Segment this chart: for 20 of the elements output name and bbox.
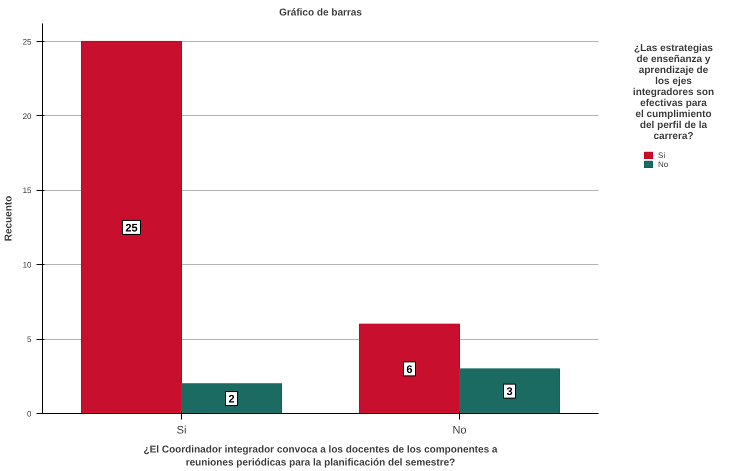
y-axis-title: Recuento — [4, 196, 15, 242]
legend-label: No — [658, 160, 670, 169]
y-tick-label: 5 — [27, 335, 32, 344]
y-tick-label: 0 — [27, 410, 32, 418]
y-tick-label: 20 — [22, 112, 32, 121]
text: ¿Las estrategias de enseñanza y aprendizaje de los ejes integradores son efectivas para el cumplimiento del perfil de la carrera? — [632, 43, 714, 142]
chart-title: Gráfico de barras — [279, 8, 362, 18]
y-tick-label: 25 — [22, 37, 32, 46]
data-label: 25 — [125, 222, 138, 234]
bar — [358, 324, 460, 414]
legend-label: Si — [658, 150, 666, 160]
bar — [181, 383, 282, 414]
y-tick-label: 15 — [22, 186, 32, 196]
x-axis-title: ¿El Coordinador integrador convoca a los docentes de los componentes a reuniones periódicas para la planificación del semestre? — [144, 444, 498, 469]
data-label: 2 — [228, 394, 235, 406]
y-tick-label: 10 — [22, 260, 32, 270]
bar — [80, 40, 182, 414]
data-label: 3 — [506, 386, 513, 398]
bar — [459, 368, 560, 414]
data-label: 6 — [406, 364, 413, 376]
